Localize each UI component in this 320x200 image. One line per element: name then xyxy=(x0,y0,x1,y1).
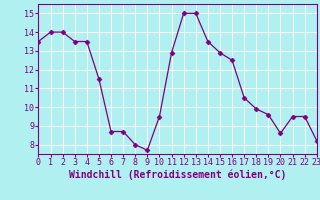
X-axis label: Windchill (Refroidissement éolien,°C): Windchill (Refroidissement éolien,°C) xyxy=(69,170,286,180)
